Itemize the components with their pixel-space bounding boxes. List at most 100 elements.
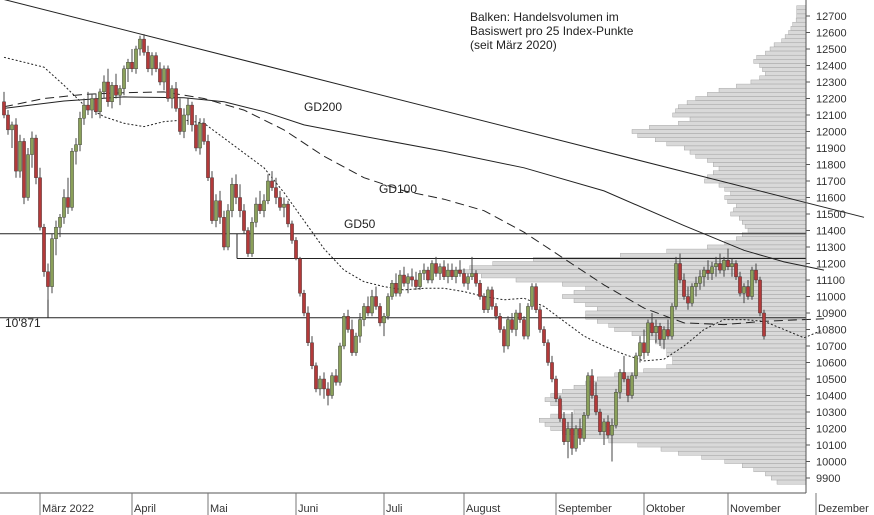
candle-body: [758, 279, 762, 314]
candle-body: [166, 68, 170, 99]
volume-bar: [631, 129, 807, 134]
volume-bar: [727, 199, 807, 204]
candle-body: [690, 286, 694, 304]
candle-body: [510, 319, 514, 330]
candle-body: [634, 355, 638, 376]
candle-body: [502, 329, 506, 347]
candle-body: [30, 137, 34, 155]
label-gd100: GD100: [379, 182, 417, 196]
volume-bar: [666, 364, 807, 369]
month-label: Juni: [298, 503, 318, 515]
volume-bar: [695, 96, 807, 101]
candle-body: [254, 203, 258, 223]
month-label: Oktober: [646, 503, 685, 515]
volume-bar: [678, 450, 807, 456]
candle-body: [426, 269, 430, 281]
candle-body: [354, 335, 358, 353]
candle-body: [66, 197, 70, 208]
candle-body: [78, 118, 82, 145]
volume-bar: [713, 170, 807, 176]
y-tick-label: 12700: [816, 11, 847, 23]
candle-body: [394, 283, 398, 294]
y-tick-label: 10400: [816, 391, 847, 403]
candle-body: [458, 269, 462, 274]
volume-bar: [707, 92, 807, 97]
candle-body: [6, 114, 10, 131]
candle-body: [706, 269, 710, 274]
candle-body: [378, 306, 382, 324]
volume-bar: [643, 368, 807, 374]
volume-note-line-2: Basiswert pro 25 Index-Punkte: [470, 24, 634, 38]
candle-body: [46, 271, 50, 287]
candle-body: [106, 81, 110, 102]
volume-bar: [788, 30, 807, 35]
candle-body: [534, 286, 538, 310]
volume-bar: [756, 54, 807, 60]
candle-body: [226, 210, 230, 248]
candle-body: [114, 85, 118, 96]
label-gd50: GD50: [344, 217, 376, 231]
volume-bar: [784, 34, 807, 39]
candle-body: [478, 283, 482, 297]
volume-bar: [585, 434, 807, 440]
candle-body: [442, 266, 446, 277]
volume-bar: [539, 417, 807, 423]
candle-body: [670, 306, 674, 337]
candle-body: [482, 296, 486, 310]
candle-body: [130, 62, 134, 70]
volume-bar: [718, 87, 807, 93]
candle-body: [102, 81, 106, 93]
candle-body: [58, 217, 62, 228]
moving-average-gd100: [3, 91, 825, 326]
y-tick-label: 11800: [816, 160, 846, 172]
y-tick-label: 12000: [816, 127, 847, 139]
candle-body: [34, 137, 38, 178]
candle-body: [402, 274, 406, 284]
candle-body: [646, 322, 650, 353]
volume-bar: [769, 46, 807, 52]
volume-bar: [742, 219, 807, 225]
candle-body: [514, 312, 518, 330]
candle-body: [682, 279, 686, 297]
y-tick-label: 12500: [816, 44, 847, 56]
candle-body: [390, 283, 394, 297]
candle-body: [590, 375, 594, 396]
candle-body: [522, 319, 526, 337]
candle-body: [566, 428, 570, 442]
y-tick-label: 11700: [816, 176, 846, 188]
candle-body: [242, 210, 246, 231]
volume-bar: [666, 248, 807, 254]
candle-body: [302, 293, 306, 314]
candle-body: [202, 123, 206, 142]
candle-body: [334, 375, 338, 383]
candle-body: [518, 312, 522, 320]
candle-body: [658, 326, 662, 340]
volume-profile: [457, 5, 807, 485]
candle-body: [666, 329, 670, 337]
volume-bar: [573, 409, 807, 415]
volume-bar: [713, 162, 807, 167]
volume-bar: [672, 356, 807, 361]
candle-body: [214, 200, 218, 221]
candlesticks: [2, 34, 766, 462]
candle-body: [282, 203, 286, 208]
volume-bar: [742, 463, 807, 468]
candle-body: [218, 200, 222, 218]
candle-body: [374, 296, 378, 307]
y-tick-label: 11200: [816, 259, 846, 271]
volume-bar: [792, 21, 807, 27]
candle-body: [358, 319, 362, 337]
volume-bar: [689, 149, 807, 155]
volume-bar: [620, 252, 807, 258]
volume-bar: [736, 236, 807, 242]
volume-bar: [742, 232, 807, 237]
volume-bar: [724, 186, 807, 192]
month-label: November: [730, 503, 781, 515]
candle-body: [562, 418, 566, 442]
candle-body: [750, 269, 754, 297]
candle-body: [722, 260, 726, 271]
candle-body: [118, 88, 122, 96]
volume-note-line-3: (seit März 2020): [470, 38, 557, 52]
